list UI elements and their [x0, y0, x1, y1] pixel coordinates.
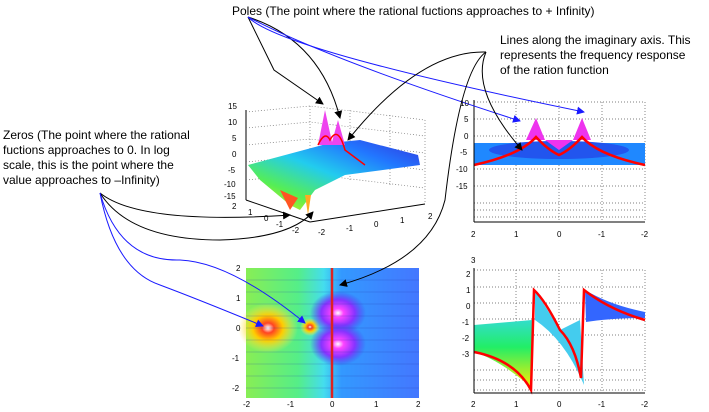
tick: 0	[557, 400, 562, 409]
tick: 3	[471, 256, 476, 265]
tick: -1	[462, 318, 470, 327]
tick: -5	[460, 148, 468, 157]
tick: -2	[462, 334, 470, 343]
tick: 0	[374, 220, 379, 229]
tick: 10	[228, 118, 237, 127]
tick: 0	[236, 324, 241, 333]
zeros-annotation: Zeros (The point where the rational fuct…	[3, 128, 190, 188]
imaginary-axis-annotation: Lines along the imaginary axis. This rep…	[500, 33, 691, 78]
tick: 2	[236, 264, 241, 273]
tick: 2	[232, 202, 237, 211]
imaginary-axis-line-2: represents the frequency response	[500, 48, 686, 62]
pole-arrows	[247, 16, 585, 123]
tick: -2	[232, 384, 240, 393]
tick: -1	[598, 230, 606, 239]
tick: 1	[374, 400, 379, 409]
tick: -1	[287, 400, 295, 409]
zeros-line-1: Zeros (The point where the rational	[3, 128, 190, 142]
tick: -2	[292, 226, 300, 235]
magnitude-response-plot	[473, 100, 646, 226]
tick: -15	[224, 192, 236, 201]
tick: 1	[514, 230, 519, 239]
tick: 0	[232, 150, 237, 159]
tick: 2	[416, 400, 421, 409]
zeros-line-2: fuctions approaches to 0. In log	[3, 143, 170, 157]
tick: -5	[228, 166, 236, 175]
tick: 10	[460, 99, 469, 108]
phase-response-plot	[473, 268, 646, 395]
tick: 0	[264, 214, 269, 223]
tick: -10	[224, 180, 236, 189]
tick: 1	[248, 208, 253, 217]
tick: -2	[641, 230, 649, 239]
tick: 2	[428, 212, 433, 221]
tick: 1	[236, 294, 241, 303]
imaginary-axis-line-1: Lines along the imaginary axis. This	[500, 33, 691, 47]
complex-plane-plot	[238, 268, 419, 398]
tick: 0	[557, 230, 562, 239]
tick: 0	[466, 302, 471, 311]
tick: -2	[243, 400, 251, 409]
tick: -2	[318, 228, 326, 237]
zero-arrows	[99, 192, 314, 328]
tick: 2	[466, 270, 471, 279]
tick: -1	[232, 354, 240, 363]
tick: 5	[232, 134, 237, 143]
tick: 1	[514, 400, 519, 409]
tick: -15	[456, 182, 468, 191]
tick: 0	[464, 132, 469, 141]
tick: 1	[400, 216, 405, 225]
tick: 1	[466, 286, 471, 295]
zeros-line-4: value approaches to –Infinity)	[3, 173, 160, 187]
tick: -10	[456, 165, 468, 174]
tick: 15	[228, 102, 237, 111]
tick: -3	[462, 350, 470, 359]
poles-annotation: Poles (The point where the rational fuct…	[232, 4, 595, 18]
tick: -1	[346, 224, 354, 233]
tick: 0	[330, 400, 335, 409]
tick: -2	[641, 400, 649, 409]
tick: -1	[598, 400, 606, 409]
zeros-line-3: scale, this is the point where the	[3, 158, 174, 172]
tick: 2	[471, 400, 476, 409]
imaginary-axis-arrows	[339, 51, 523, 287]
tick: 2	[471, 230, 476, 239]
surface-3d-plot	[245, 105, 426, 223]
tick: 5	[464, 115, 469, 124]
imaginary-axis-line-3: of the ration function	[500, 63, 609, 77]
tick: -1	[276, 220, 284, 229]
